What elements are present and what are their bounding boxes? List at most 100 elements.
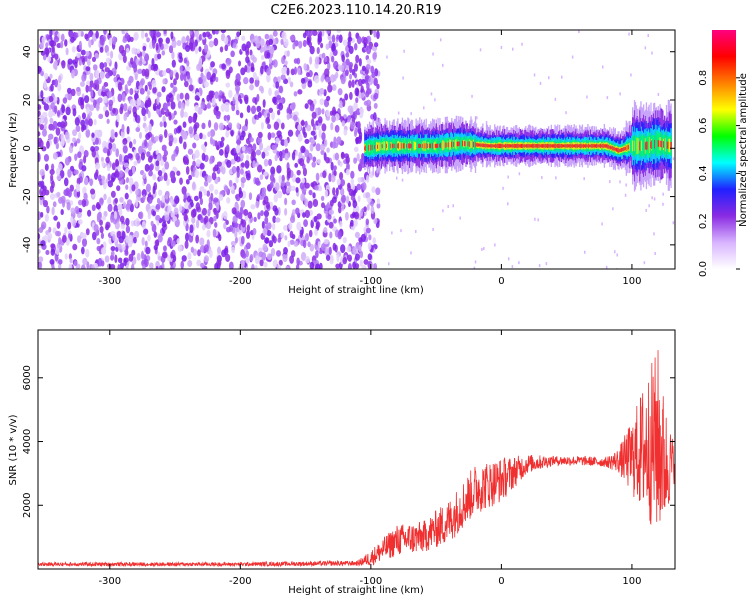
heatmap-speckle: [473, 266, 476, 269]
heatmap-noise-cell: [310, 130, 316, 136]
heatmap-ridge-cell: [653, 135, 655, 154]
heatmap-noise-cell: [263, 158, 269, 167]
snr-y-tick-label: 6000: [22, 365, 33, 390]
heatmap-speckle: [483, 247, 485, 251]
heatmap-noise-cell: [84, 55, 88, 62]
heatmap-noise-cell: [88, 104, 95, 112]
heatmap-noise-cell: [254, 79, 260, 88]
heatmap-noise-cell: [280, 231, 285, 239]
heatmap-noise-cell: [38, 238, 41, 245]
heatmap-ridge-cell: [386, 143, 388, 148]
heatmap-ridge-cell: [400, 143, 403, 149]
snr-y-tick-label: 4000: [22, 429, 33, 454]
heatmap-noise-cell: [72, 137, 77, 143]
heatmap-ridge-cell: [590, 144, 593, 148]
heatmap-noise-cell: [263, 111, 267, 118]
heatmap-noise-cell: [100, 90, 106, 97]
heatmap-noise-cell: [250, 66, 255, 73]
heatmap-ridge-cell: [667, 141, 669, 149]
heatmap-noise-cell: [373, 102, 378, 109]
heatmap-noise-cell: [146, 37, 150, 43]
heatmap-noise-cell: [231, 165, 237, 174]
heatmap-noise-cell: [313, 98, 317, 105]
heatmap-noise-cell: [89, 79, 94, 88]
heatmap-noise-cell: [266, 73, 271, 83]
heatmap-noise-cell: [241, 252, 247, 259]
heatmap-noise-cell: [132, 99, 137, 109]
heatmap-ridge-cell: [428, 141, 430, 150]
heatmap-noise-cell: [112, 233, 116, 242]
heatmap-noise-cell: [344, 93, 349, 101]
heatmap-noise-cell: [54, 78, 59, 88]
heatmap-noise-cell: [128, 177, 134, 187]
heatmap-speckle: [653, 232, 655, 236]
heatmap-noise-cell: [317, 116, 323, 124]
heatmap-ridge-cell: [520, 143, 522, 148]
heatmap-noise-cell: [40, 90, 44, 99]
heatmap-noise-cell: [261, 221, 265, 229]
heatmap-noise-cell: [142, 194, 146, 201]
heatmap-noise-cell: [218, 122, 224, 131]
heatmap-noise-cell: [161, 195, 165, 203]
heatmap-noise-cell: [38, 118, 44, 124]
heatmap-noise-cell: [284, 207, 288, 216]
heatmap-noise-cell: [272, 30, 278, 37]
heatmap-ridge-cell: [531, 144, 533, 148]
heatmap-ridge-cell: [417, 140, 419, 152]
heatmap-noise-cell: [165, 68, 171, 74]
heatmap-noise-cell: [45, 42, 49, 48]
heatmap-ridge-cell: [620, 148, 622, 152]
heatmap-noise-cell: [281, 174, 285, 183]
heatmap-ridge-cell: [579, 143, 582, 149]
heatmap-noise-cell: [330, 161, 334, 171]
heatmap-noise-cell: [317, 158, 322, 164]
heatmap-speckle: [584, 250, 586, 254]
heatmap-noise-cell: [133, 31, 139, 41]
heatmap-noise-cell: [353, 130, 357, 137]
heatmap-noise-cell: [302, 167, 308, 177]
heatmap-ridge-cell: [406, 143, 408, 148]
heatmap-noise-cell: [334, 152, 340, 161]
heatmap-noise-cell: [346, 245, 352, 253]
heatmap-noise-cell: [75, 86, 81, 92]
heatmap-noise-cell: [58, 237, 62, 245]
heatmap-noise-cell: [188, 115, 193, 124]
heatmap-ridge-cell: [633, 140, 636, 152]
heatmap-noise-cell: [144, 125, 149, 133]
heatmap-noise-cell: [295, 207, 300, 215]
heatmap-ridge-cell: [441, 140, 443, 151]
heatmap-ridge-cell: [449, 139, 451, 150]
colorbar-tick-label: 0.0: [698, 261, 709, 277]
heatmap-noise-cell: [164, 214, 170, 222]
heatmap-noise-cell: [361, 182, 367, 191]
heatmap-noise-cell: [275, 217, 281, 223]
heatmap-noise-cell: [50, 174, 54, 181]
heatmap-noise-cell: [321, 52, 326, 59]
heatmap-noise-cell: [209, 136, 213, 145]
heatmap-ridge-cell: [536, 143, 538, 148]
heatmap-ridge-cell: [556, 144, 558, 148]
heatmap-noise-cell: [319, 98, 325, 106]
heatmap-noise-cell: [218, 93, 222, 102]
heatmap-ridge-cell: [641, 140, 643, 152]
heatmap-noise-cell: [280, 180, 286, 187]
heatmap-ridge-cell: [459, 141, 461, 146]
heatmap-ridge-cell: [602, 143, 605, 149]
heatmap-noise-cell: [140, 152, 146, 161]
heatmap-ridge-cell: [398, 143, 400, 149]
heatmap-noise-cell: [122, 145, 128, 154]
heatmap-ridge-cell: [466, 138, 468, 150]
heatmap-ridge-cell: [462, 140, 464, 147]
heatmap-noise-cell: [112, 96, 116, 104]
heatmap-ridge-cell: [581, 144, 584, 148]
heatmap-ridge-cell: [610, 145, 612, 150]
heatmap-ridge-cell: [598, 144, 600, 148]
heatmap-noise-cell: [273, 194, 278, 203]
heatmap-noise-cell: [185, 232, 190, 242]
heatmap-noise-cell: [223, 36, 229, 45]
heatmap-noise-cell: [101, 160, 105, 168]
heatmap-noise-cell: [70, 88, 76, 97]
heatmap-noise-cell: [109, 263, 116, 269]
heatmap-noise-cell: [38, 256, 44, 263]
heatmap-noise-cell: [359, 209, 363, 217]
